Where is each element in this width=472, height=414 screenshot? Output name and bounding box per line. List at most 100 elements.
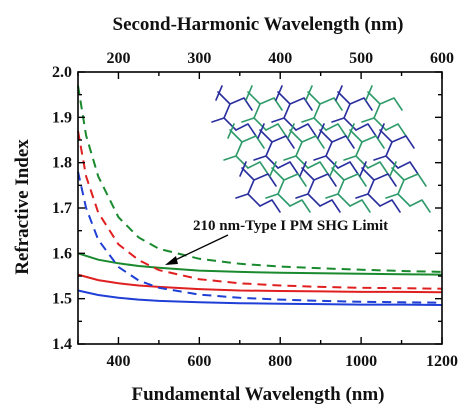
x2-axis-title: Second-Harmonic Wavelength (nm) [113,14,404,35]
molecule-strand [379,129,399,169]
molecule-bond [329,161,337,177]
x-tick-label: 1200 [426,353,458,370]
molecule-bond [409,199,431,213]
molecule-bond [377,123,385,139]
molecule-branch [373,173,397,187]
annotation-arrow [170,234,229,263]
annotation-label: 210 nm-Type I PM SHG Limit [193,218,388,234]
molecule-branch [349,97,373,111]
molecule-bond [269,161,277,177]
molecule-bond [283,155,297,161]
molecule-bond [317,123,325,139]
molecule-branch [313,173,337,187]
molecule-branch [319,97,343,111]
molecule-strand [307,91,327,131]
molecule-strand [247,91,267,131]
annotation-arrowhead [165,256,178,265]
molecule-branch [241,135,265,149]
molecule-bond [347,123,355,139]
molecule-strand [319,129,339,169]
molecule-bond [305,85,313,101]
y-tick-label: 1.8 [52,155,72,172]
molecule-bond [359,161,367,177]
series-line-2 [77,85,443,273]
molecule-bond [215,85,223,101]
molecule-branch [379,97,403,111]
molecule-bond [373,155,387,161]
molecule-bond [349,199,371,213]
molecule-bond [287,123,295,139]
molecule-bond [289,199,311,213]
molecule-bond [277,161,299,175]
molecule-bond [301,117,315,123]
y-tick-label: 1.7 [52,200,72,217]
molecule-bond [365,85,373,101]
molecule-strand [259,129,279,169]
molecule-bond [343,155,357,161]
molecule-bond [307,161,329,175]
molecule-strand [331,167,351,207]
molecule-branch [271,135,295,149]
molecule-bond [241,117,255,123]
plot-frame [77,71,443,345]
molecule-branch [361,135,385,149]
molecule-bond [253,155,267,161]
x2-tick-label: 200 [106,50,130,67]
molecule-bond [299,161,307,177]
series-layer [77,85,443,306]
x2-tick-label: 400 [268,50,292,67]
molecule-bond [325,123,347,137]
molecule-bond [275,85,283,101]
molecule-strand [367,91,387,131]
molecule-bond [367,161,389,175]
molecule-bond [319,199,341,213]
molecule-strand [271,167,291,207]
molecule-bond [239,161,247,177]
molecule-branch [253,173,277,187]
crystal-structure-inset [211,85,431,213]
molecule-bond [245,85,253,101]
series-line-4 [77,130,443,290]
molecule-branch [343,173,367,187]
molecule-bond [295,193,309,199]
molecule-bond [223,155,237,161]
x2-tick-label: 300 [187,50,211,67]
molecule-bond [235,193,249,199]
molecule-bond [355,193,369,199]
molecule-strand [391,167,411,207]
x-axis-title: Fundamental Wavelength (nm) [131,384,384,405]
molecule-strand [289,129,309,169]
molecule-bond [265,123,287,137]
x-tick-label: 400 [106,353,130,370]
molecule-bond [235,123,257,137]
molecule-bond [265,193,279,199]
molecule-bond [247,161,269,175]
y-tick-label: 1.9 [52,109,72,126]
molecule-bond [325,193,339,199]
molecule-bond [313,155,327,161]
x2-tick-label: 500 [349,50,373,67]
molecule-strand [349,129,369,169]
y-axis-title: Refractive Index [12,139,33,275]
molecule-branch [229,97,253,111]
molecule-branch [331,135,355,149]
molecule-branch [301,135,325,149]
series-line-5 [77,289,443,306]
x-tick-label: 600 [187,353,211,370]
molecule-bond [389,161,397,177]
ticks-layer: 400 600 800 1000 1200 200 300 400 500 600 1.4 1.5 1.… [52,50,458,370]
molecule-bond [211,117,225,123]
molecule-bond [259,199,281,213]
molecule-strand [277,91,297,131]
series-line-1 [77,252,443,276]
molecule-bond [355,123,377,137]
y-tick-label: 2.0 [52,64,72,81]
molecule-bond [337,161,359,175]
molecule-bond [397,161,419,175]
molecule-bond [257,123,265,139]
molecule-strand [229,129,249,169]
molecule-bond [385,123,407,137]
molecule-branch [391,135,415,149]
molecule-strand [301,167,321,207]
